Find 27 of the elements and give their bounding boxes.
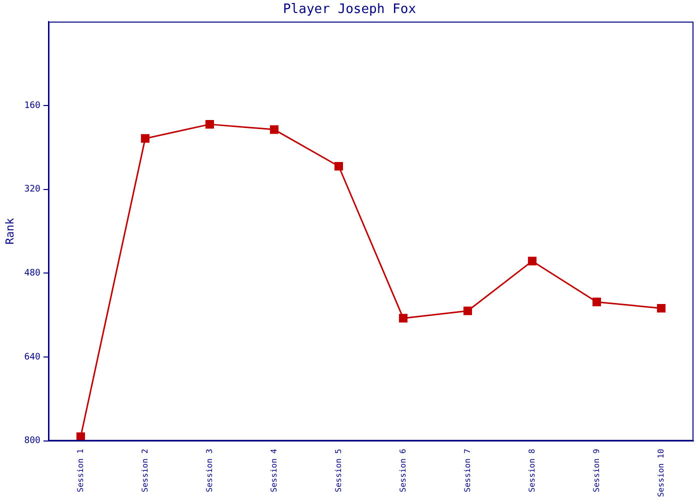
- point: [463, 306, 472, 316]
- point: [334, 162, 344, 171]
- y-tick-label: 800: [24, 436, 40, 446]
- point: [270, 125, 279, 134]
- x-tick-label: Session 8: [527, 448, 536, 492]
- x-tick-label: Session 5: [334, 448, 343, 492]
- y-axis-title: Rank: [3, 218, 16, 244]
- y-tick-label: 640: [24, 352, 40, 362]
- chart-title: Player Joseph Fox: [282, 2, 416, 18]
- x-tick-label: Session 2: [140, 448, 150, 492]
- x-tick-label: Session 4: [269, 448, 278, 492]
- point: [76, 432, 85, 441]
- point: [592, 298, 602, 306]
- x-tick-label: Session 1: [76, 448, 85, 492]
- x-tick-label: Session 7: [462, 448, 472, 492]
- point: [140, 134, 150, 143]
- point: [656, 304, 666, 313]
- y-tick-label: 480: [24, 268, 40, 278]
- x-tick-label: Session 10: [656, 448, 666, 498]
- point: [398, 314, 408, 322]
- y-tick-label: 320: [24, 184, 40, 195]
- y-tick-label: 160: [24, 100, 40, 111]
- x-tick-label: Session 3: [204, 448, 214, 492]
- x-tick-label: Session 9: [592, 448, 601, 492]
- x-tick-label: Session 6: [398, 448, 408, 492]
- point: [205, 120, 214, 129]
- point: [528, 256, 537, 266]
